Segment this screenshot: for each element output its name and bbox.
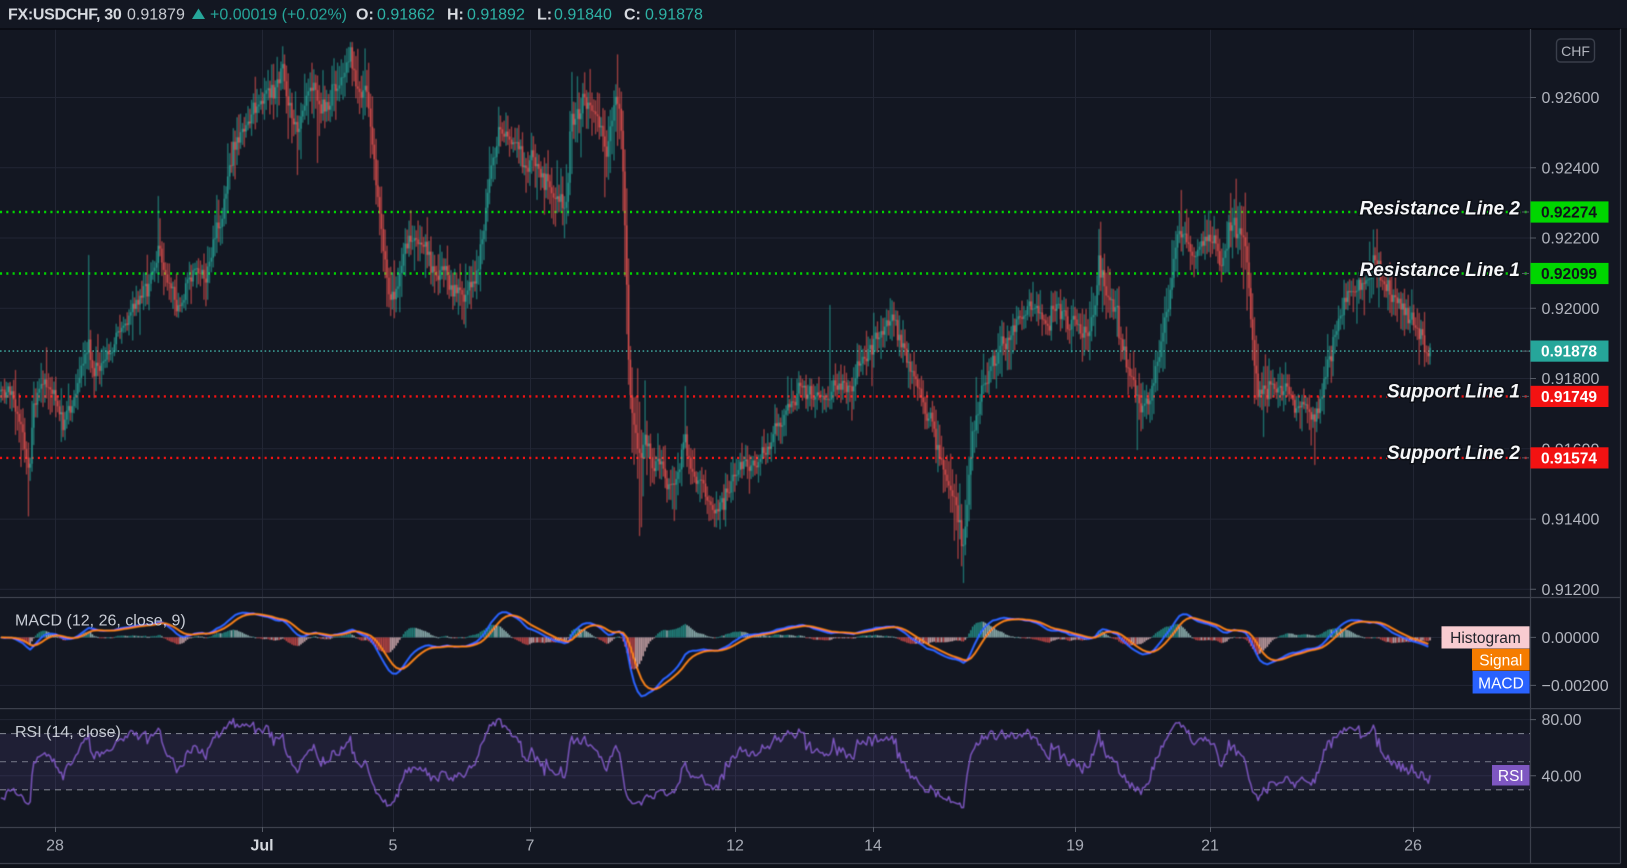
svg-text:0.91200: 0.91200	[1542, 582, 1600, 599]
svg-text:C:: C:	[624, 7, 641, 24]
svg-text:5: 5	[389, 838, 398, 855]
svg-text:0.91862: 0.91862	[377, 7, 435, 24]
svg-text:Resistance Line 2: Resistance Line 2	[1359, 199, 1520, 220]
svg-text:0.92600: 0.92600	[1542, 90, 1600, 107]
svg-text:Support Line 1: Support Line 1	[1387, 381, 1520, 402]
svg-text:26: 26	[1404, 838, 1422, 855]
svg-text:0.91574: 0.91574	[1541, 451, 1597, 468]
svg-text:Jul: Jul	[250, 838, 273, 855]
svg-text:21: 21	[1201, 838, 1219, 855]
svg-text:RSI: RSI	[1498, 768, 1524, 785]
svg-text:RSI (14, close): RSI (14, close)	[15, 724, 121, 741]
svg-text:0.91749: 0.91749	[1541, 389, 1597, 406]
svg-text:O:: O:	[356, 7, 374, 24]
svg-text:0.92274: 0.92274	[1541, 205, 1597, 222]
svg-text:0.00000: 0.00000	[1542, 630, 1600, 647]
svg-text:+0.00019 (+0.02%): +0.00019 (+0.02%)	[210, 7, 347, 24]
svg-text:0.91800: 0.91800	[1542, 371, 1600, 388]
svg-text:28: 28	[46, 838, 64, 855]
svg-text:Support Line 2: Support Line 2	[1387, 443, 1520, 464]
svg-text:0.92099: 0.92099	[1541, 266, 1597, 283]
svg-text:CHF: CHF	[1561, 43, 1590, 59]
svg-text:H:: H:	[447, 7, 464, 24]
svg-text:0.91840: 0.91840	[554, 7, 612, 24]
svg-text:40.00: 40.00	[1542, 768, 1582, 785]
svg-text:Histogram: Histogram	[1450, 630, 1521, 647]
svg-text:0.92400: 0.92400	[1542, 160, 1600, 177]
svg-text:12: 12	[726, 838, 744, 855]
svg-text:0.92200: 0.92200	[1542, 231, 1600, 248]
svg-text:MACD: MACD	[1478, 675, 1524, 692]
svg-text:L:: L:	[537, 7, 552, 24]
svg-text:0.91878: 0.91878	[1541, 344, 1597, 361]
svg-text:0.91892: 0.91892	[467, 7, 525, 24]
svg-text:0.91878: 0.91878	[645, 7, 703, 24]
svg-text:7: 7	[526, 838, 535, 855]
svg-text:−0.00200: −0.00200	[1542, 678, 1609, 695]
svg-text:0.92000: 0.92000	[1542, 301, 1600, 318]
svg-text:Resistance Line 1: Resistance Line 1	[1359, 260, 1520, 281]
svg-text:FX:USDCHF, 30: FX:USDCHF, 30	[8, 7, 122, 24]
svg-text:0.91400: 0.91400	[1542, 512, 1600, 529]
svg-text:MACD (12, 26, close, 9): MACD (12, 26, close, 9)	[15, 612, 186, 629]
svg-text:Signal: Signal	[1479, 652, 1522, 669]
svg-text:80.00: 80.00	[1542, 712, 1582, 729]
svg-text:0.91879: 0.91879	[127, 7, 185, 24]
svg-text:19: 19	[1066, 838, 1084, 855]
svg-text:14: 14	[864, 838, 882, 855]
